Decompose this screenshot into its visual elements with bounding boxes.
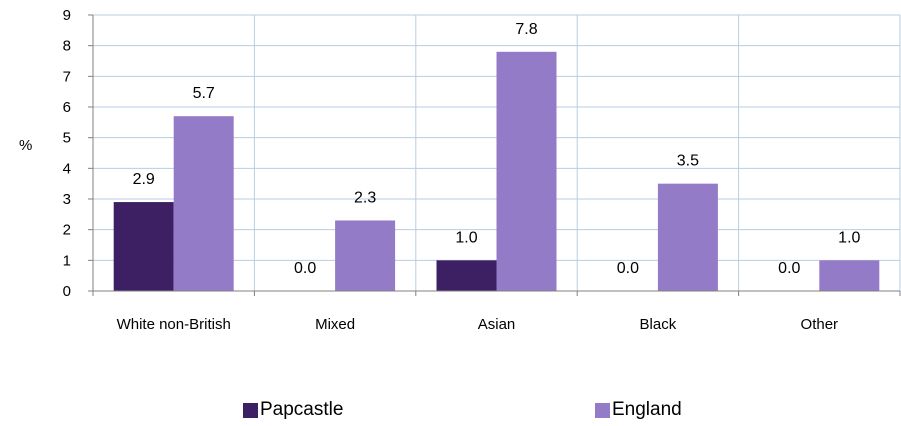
axes: 0 1 2 3 4 5 6 7 8 9 White non-British Mixed Asian Bla… (63, 7, 901, 333)
bar-england (657, 183, 718, 291)
y-tick-label: 2 (63, 222, 71, 239)
y-tick-label: 4 (63, 160, 71, 177)
data-label-papcastle: 0.0 (778, 260, 800, 277)
bar-papcastle (113, 202, 174, 291)
x-tick-label: Black (640, 316, 677, 333)
legend-label-papcastle: Papcastle (260, 399, 344, 420)
y-tick-label: 1 (63, 252, 71, 269)
legend-swatch-england (595, 402, 610, 418)
legend-item-papcastle: Papcastle (243, 399, 343, 421)
data-label-england: 3.5 (677, 153, 699, 170)
data-labels: 2.9 5.7 0.0 2.3 1.0 7.8 0.0 3.5 0.0 1.0 (133, 21, 861, 277)
data-label-papcastle: 1.0 (455, 229, 477, 246)
bar-england (173, 116, 234, 291)
data-label-england: 2.3 (354, 189, 376, 206)
legend-label-england: England (612, 399, 682, 420)
x-tick-label: Other (801, 316, 839, 333)
bar-papcastle (436, 260, 497, 291)
data-label-papcastle: 0.0 (294, 260, 316, 277)
bar-england (496, 51, 557, 291)
y-tick-label: 6 (63, 99, 71, 116)
data-label-papcastle: 2.9 (133, 171, 155, 188)
y-tick-label: 5 (63, 130, 71, 147)
y-tick-label: 3 (63, 191, 71, 208)
x-tick-label: Asian (478, 316, 516, 333)
data-label-england: 7.8 (515, 21, 537, 38)
data-label-england: 1.0 (838, 229, 860, 246)
data-label-england: 5.7 (193, 85, 215, 102)
x-tick-label: White non-British (117, 316, 231, 333)
y-axis-label: % (19, 137, 32, 154)
bar-england (335, 220, 396, 291)
data-label-papcastle: 0.0 (617, 260, 639, 277)
y-tick-label: 9 (63, 7, 71, 24)
y-tick-label: 0 (63, 283, 71, 300)
bar-england (819, 260, 880, 291)
legend-swatch-papcastle (243, 402, 258, 418)
y-tick-label: 7 (63, 68, 71, 85)
bars (113, 51, 880, 291)
y-tick-label: 8 (63, 38, 71, 55)
legend-item-england: England (595, 399, 682, 421)
x-tick-label: Mixed (315, 316, 355, 333)
